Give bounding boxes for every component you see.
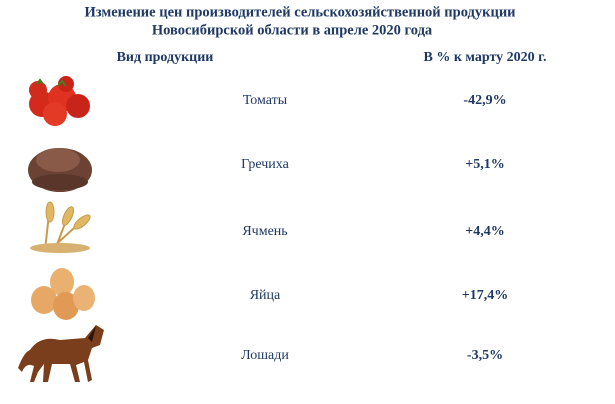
product-name: Томаты bbox=[243, 93, 288, 108]
icon-horse bbox=[18, 325, 104, 382]
price-change: +4,4% bbox=[465, 224, 504, 239]
product-name: Гречиха bbox=[241, 157, 289, 172]
title-line: Изменение цен производителей сельскохозя… bbox=[84, 4, 515, 20]
title-line: Новосибирской области в апреле 2020 года bbox=[152, 22, 433, 38]
price-change: -42,9% bbox=[463, 93, 506, 108]
icon-tomatoes bbox=[29, 76, 90, 126]
icon-buckwheat bbox=[28, 148, 92, 192]
product-name: Лошади bbox=[241, 348, 289, 363]
icon-barley bbox=[30, 201, 91, 253]
product-name: Ячмень bbox=[242, 224, 287, 239]
price-change: -3,5% bbox=[467, 348, 503, 363]
price-change: +17,4% bbox=[462, 288, 508, 303]
icon-eggs bbox=[31, 268, 95, 320]
product-name: Яйца bbox=[250, 288, 281, 303]
column-header: В % к марту 2020 г. bbox=[424, 50, 547, 65]
price-change: +5,1% bbox=[465, 157, 504, 172]
column-header: Вид продукции bbox=[117, 50, 214, 65]
